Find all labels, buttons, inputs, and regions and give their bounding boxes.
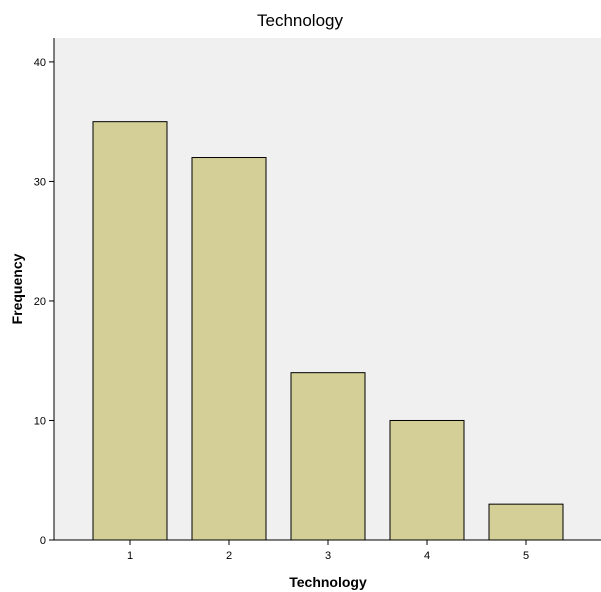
y-tick-label-30: 30 bbox=[34, 176, 46, 188]
y-tick-label-40: 40 bbox=[34, 57, 46, 69]
bar-1 bbox=[92, 121, 168, 541]
bar-5 bbox=[488, 503, 564, 541]
y-tick-label-10: 10 bbox=[34, 415, 46, 427]
x-ticks-layer: 1 2 3 4 5 bbox=[127, 540, 529, 562]
bar-3 bbox=[290, 372, 366, 541]
chart-title: Technology bbox=[257, 11, 344, 30]
x-tick-label-4: 4 bbox=[424, 550, 430, 562]
y-tick-label-0: 0 bbox=[40, 535, 46, 547]
y-tick-label-20: 20 bbox=[34, 296, 46, 308]
x-tick-label-1: 1 bbox=[127, 550, 133, 562]
bars-layer bbox=[92, 121, 564, 541]
y-axis-label: Frequency bbox=[9, 253, 25, 324]
x-tick-label-3: 3 bbox=[325, 550, 331, 562]
bar-2 bbox=[191, 157, 267, 541]
x-axis-label: Technology bbox=[289, 574, 367, 590]
x-tick-label-5: 5 bbox=[523, 550, 529, 562]
y-ticks-layer: 0 10 20 30 40 bbox=[34, 57, 54, 547]
x-tick-label-2: 2 bbox=[226, 550, 232, 562]
bar-4 bbox=[389, 419, 465, 541]
